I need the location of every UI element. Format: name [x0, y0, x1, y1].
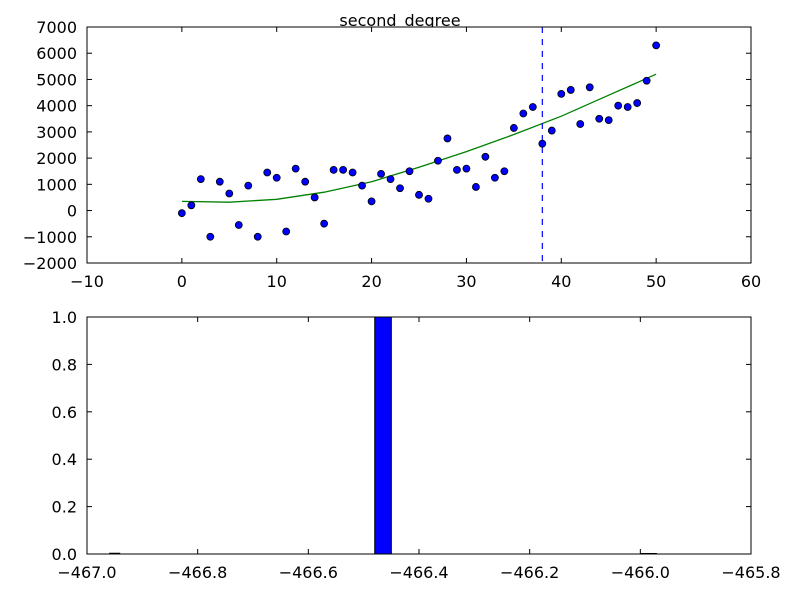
data-point: [396, 184, 404, 193]
x-tick-label: 60: [741, 272, 761, 291]
data-point: [415, 190, 423, 199]
y-tick-label: 0.4: [52, 450, 77, 469]
data-point: [453, 166, 461, 174]
y-tick-label: 3000: [36, 123, 77, 142]
data-point: [405, 167, 414, 176]
data-point: [528, 103, 537, 111]
data-point: [500, 167, 509, 176]
data-point: [206, 232, 215, 241]
x-tick-label: −466.2: [500, 563, 559, 582]
data-point: [310, 193, 319, 202]
y-tick-label: −2000: [23, 254, 77, 273]
data-point: [490, 173, 499, 182]
axes-frame: [86, 26, 752, 264]
data-point: [566, 86, 575, 94]
data-point: [320, 219, 329, 228]
y-tick-label: 6000: [36, 44, 77, 63]
x-tick-label: −466.8: [168, 563, 227, 582]
y-tick-label: 4000: [36, 97, 77, 116]
data-point: [272, 173, 281, 182]
data-point: [604, 116, 613, 124]
x-tick-label: 0: [177, 272, 187, 291]
scatter-chart: −10 0 10 20 30 40 50 60 −2000 −1000 0 1000 2000 3000 4…: [23, 18, 761, 291]
data-point: [652, 41, 661, 50]
data-point: [595, 114, 604, 123]
y-tick-label: 7000: [36, 18, 77, 37]
data-point: [329, 166, 338, 174]
x-tick-label: −467.0: [57, 563, 116, 582]
data-point: [367, 197, 376, 206]
data-point: [187, 201, 196, 210]
data-point: [177, 209, 186, 218]
data-point: [348, 168, 357, 177]
data-point: [472, 183, 480, 191]
y-tick-label: 1.0: [52, 308, 77, 327]
data-point: [576, 120, 585, 128]
x-tick-label: −466.0: [611, 563, 670, 582]
fit-line: [181, 73, 657, 203]
histogram-bar: [374, 316, 392, 555]
data-point: [291, 164, 300, 173]
data-point: [244, 181, 253, 190]
data-point: [519, 109, 528, 118]
data-point: [633, 99, 642, 107]
data-point: [623, 103, 632, 111]
x-tick-label: 20: [361, 272, 381, 291]
x-tick-label: −465.8: [721, 563, 780, 582]
y-tick-label: 0.8: [52, 355, 77, 374]
axes-frame: [86, 316, 752, 555]
x-tick-label: 30: [456, 272, 476, 291]
data-point: [443, 134, 452, 143]
x-tick-label: −466.4: [389, 563, 448, 582]
data-point: [434, 156, 442, 165]
x-tick-label: 40: [551, 272, 571, 291]
data-point: [614, 101, 623, 110]
x-tick-label: −466.6: [279, 563, 338, 582]
data-point: [196, 175, 205, 183]
data-point: [282, 227, 291, 236]
data-point: [557, 89, 566, 98]
data-point: [547, 126, 556, 135]
y-tick-label: 5000: [36, 70, 77, 89]
data-point: [358, 181, 366, 190]
data-point: [386, 175, 395, 183]
plot-area: [87, 27, 751, 263]
y-tick-label: 0: [67, 202, 77, 221]
plot-area: [87, 317, 751, 554]
data-point: [481, 152, 490, 161]
data-point: [377, 169, 385, 178]
data-point: [585, 83, 594, 92]
data-point: [225, 189, 234, 198]
data-point: [234, 221, 243, 229]
y-tick-label: −1000: [23, 228, 77, 247]
data-point: [424, 194, 433, 203]
x-tick-label: −10: [70, 272, 104, 291]
figure-title: second_degree: [339, 11, 460, 31]
y-tick-label: 0.2: [52, 498, 77, 517]
data-point: [509, 124, 518, 132]
x-tick-label: 10: [267, 272, 287, 291]
data-point: [538, 139, 547, 148]
data-point: [215, 177, 224, 186]
y-tick-label: 2000: [36, 149, 77, 168]
y-tick-label: 1000: [36, 175, 77, 194]
y-tick-label: 0.0: [52, 545, 77, 564]
data-point: [253, 232, 262, 241]
histogram-chart: −467.0 −466.8 −466.6 −466.4 −466.2 −466.0 −465…: [52, 308, 781, 582]
y-tick-label: 0.6: [52, 403, 77, 422]
data-point: [642, 76, 651, 85]
data-point: [301, 177, 310, 186]
data-point: [263, 168, 272, 177]
data-point: [462, 164, 471, 173]
data-point: [339, 166, 348, 174]
x-tick-label: 50: [646, 272, 666, 291]
